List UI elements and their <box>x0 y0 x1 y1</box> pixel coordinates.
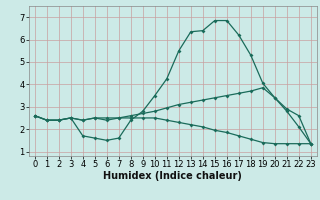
X-axis label: Humidex (Indice chaleur): Humidex (Indice chaleur) <box>103 171 242 181</box>
